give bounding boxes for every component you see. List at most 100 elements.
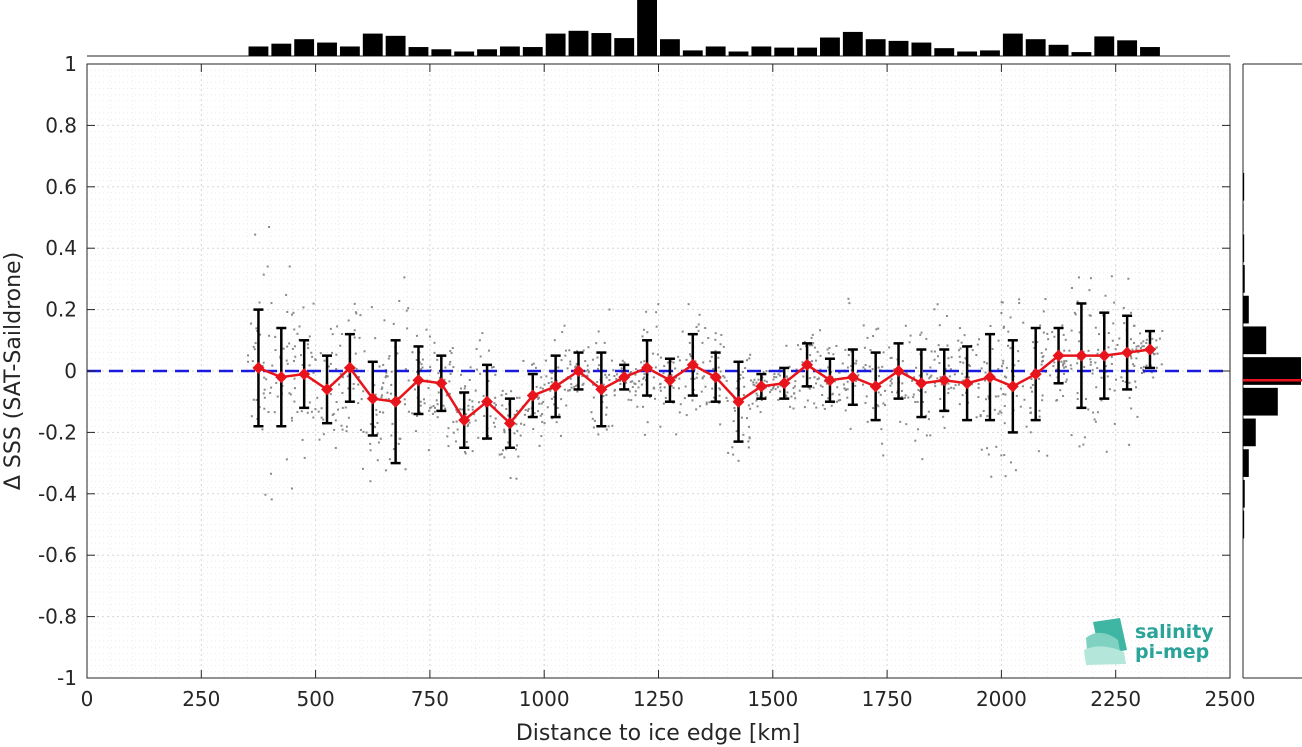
scatter-point bbox=[825, 382, 828, 385]
scatter-point bbox=[602, 395, 605, 398]
scatter-point bbox=[637, 386, 640, 389]
scatter-point bbox=[1060, 360, 1063, 363]
scatter-point bbox=[1094, 326, 1097, 329]
scatter-point bbox=[291, 419, 294, 422]
scatter-point bbox=[624, 381, 627, 384]
scatter-point bbox=[1082, 443, 1085, 446]
scatter-point bbox=[605, 413, 608, 416]
scatter-point bbox=[612, 369, 615, 372]
scatter-point bbox=[482, 394, 485, 397]
scatter-point bbox=[515, 409, 518, 412]
top-hist-bar bbox=[477, 49, 497, 56]
scatter-point bbox=[383, 319, 386, 322]
scatter-point bbox=[726, 399, 729, 402]
scatter-point bbox=[1118, 337, 1121, 340]
scatter-point bbox=[294, 355, 297, 358]
scatter-point bbox=[863, 346, 866, 349]
scatter-point bbox=[735, 387, 738, 390]
scatter-point bbox=[694, 360, 697, 363]
scatter-point bbox=[750, 379, 753, 382]
mean-marker bbox=[435, 377, 448, 390]
scatter-point bbox=[958, 355, 961, 358]
scatter-point bbox=[1139, 332, 1142, 335]
scatter-point bbox=[684, 385, 687, 388]
scatter-point bbox=[1135, 357, 1138, 360]
scatter-point bbox=[557, 366, 560, 369]
scatter-point bbox=[255, 327, 258, 330]
scatter-point bbox=[811, 344, 814, 347]
scatter-point bbox=[253, 348, 256, 351]
scatter-point bbox=[478, 339, 481, 342]
scatter-point bbox=[785, 375, 788, 378]
scatter-point bbox=[341, 406, 344, 409]
scatter-point bbox=[630, 399, 633, 402]
x-tick-label: 750 bbox=[411, 687, 449, 711]
scatter-point bbox=[566, 367, 569, 370]
scatter-point bbox=[986, 447, 989, 450]
right-hist-bar bbox=[1243, 265, 1245, 293]
scatter-point bbox=[1161, 330, 1164, 333]
scatter-point bbox=[369, 423, 372, 426]
scatter-point bbox=[582, 382, 585, 385]
scatter-point bbox=[828, 346, 831, 349]
scatter-point bbox=[662, 372, 665, 375]
scatter-point bbox=[341, 428, 344, 431]
scatter-point bbox=[652, 376, 655, 379]
scatter-point bbox=[809, 343, 812, 346]
scatter-point bbox=[1044, 348, 1047, 351]
top-hist-bar bbox=[751, 46, 772, 56]
scatter-point bbox=[928, 377, 931, 380]
scatter-point bbox=[507, 441, 510, 444]
scatter-point bbox=[739, 373, 742, 376]
scatter-point bbox=[882, 402, 885, 405]
scatter-point bbox=[374, 393, 377, 396]
mean-marker bbox=[732, 395, 745, 408]
scatter-point bbox=[757, 378, 760, 381]
scatter-point bbox=[793, 385, 796, 388]
scatter-point bbox=[934, 385, 937, 388]
scatter-point bbox=[335, 353, 338, 356]
scatter-point bbox=[1037, 450, 1040, 453]
scatter-point bbox=[664, 396, 667, 399]
scatter-point bbox=[494, 396, 497, 399]
scatter-point bbox=[691, 399, 694, 402]
scatter-point bbox=[889, 384, 892, 387]
scatter-point bbox=[380, 388, 383, 391]
scatter-point bbox=[670, 384, 673, 387]
scatter-point bbox=[570, 383, 573, 386]
scatter-point bbox=[627, 398, 630, 401]
scatter-point bbox=[718, 394, 721, 397]
y-tick-label: 0.4 bbox=[45, 236, 77, 260]
scatter-point bbox=[688, 341, 691, 344]
scatter-point bbox=[314, 358, 317, 361]
scatter-point bbox=[997, 368, 1000, 371]
scatter-point bbox=[1116, 343, 1119, 346]
scatter-point bbox=[369, 449, 372, 452]
scatter-point bbox=[756, 394, 759, 397]
scatter-point bbox=[1139, 347, 1142, 350]
scatter-point bbox=[384, 376, 387, 379]
scatter-point bbox=[984, 379, 987, 382]
scatter-point bbox=[299, 354, 302, 357]
scatter-point bbox=[905, 371, 908, 374]
right-hist-bar bbox=[1243, 234, 1245, 263]
scatter-point bbox=[301, 438, 304, 441]
scatter-point bbox=[968, 364, 971, 367]
scatter-point bbox=[645, 310, 648, 313]
scatter-point bbox=[701, 341, 704, 344]
scatter-point bbox=[403, 398, 406, 401]
scatter-point bbox=[613, 389, 616, 392]
scatter-point bbox=[568, 349, 571, 352]
y-tick-label: 0.8 bbox=[45, 113, 77, 137]
scatter-point bbox=[950, 386, 953, 389]
scatter-point bbox=[847, 297, 850, 300]
scatter-point bbox=[999, 387, 1002, 390]
scatter-point bbox=[698, 313, 701, 316]
scatter-point bbox=[631, 380, 634, 383]
scatter-point bbox=[1106, 375, 1109, 378]
scatter-point bbox=[269, 392, 272, 395]
top-hist-bar bbox=[774, 47, 795, 56]
scatter-point bbox=[252, 398, 255, 401]
scatter-point bbox=[466, 425, 469, 428]
scatter-point bbox=[353, 336, 356, 339]
